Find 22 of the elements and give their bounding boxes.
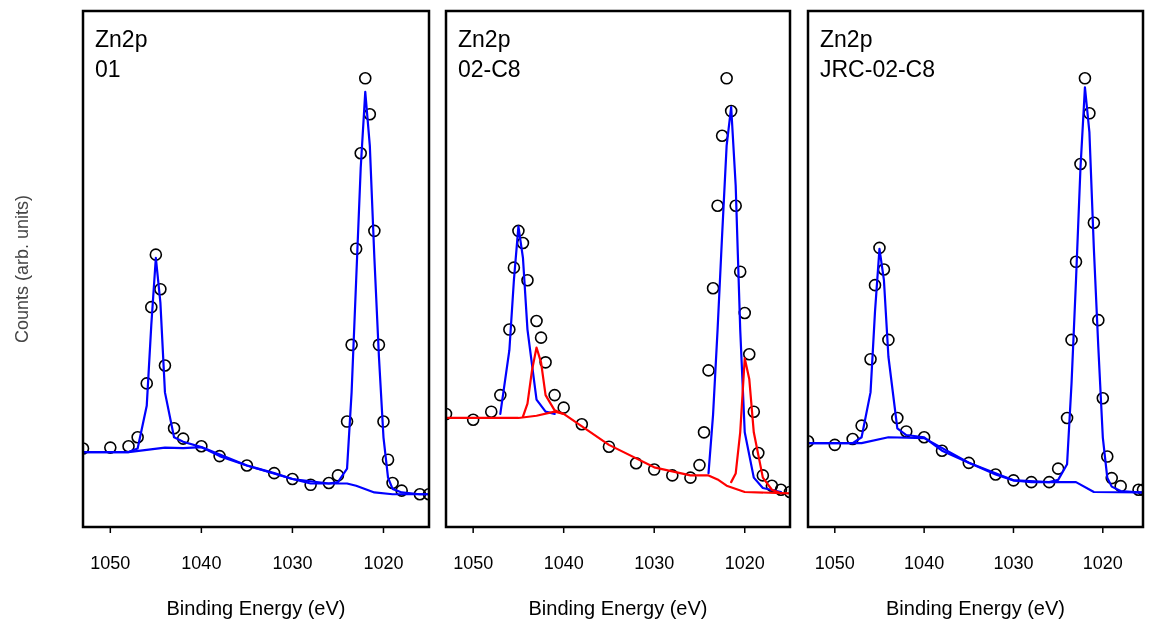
x-tick-label: 1050 xyxy=(90,553,131,573)
annotation: 01 xyxy=(95,56,121,82)
annotation: JRC-02-C8 xyxy=(820,56,936,82)
x-axis-title: Binding Energy (eV) xyxy=(528,597,708,619)
x-axis-title: Binding Energy (eV) xyxy=(166,597,346,619)
x-axis-title: Binding Energy (eV) xyxy=(886,597,1065,619)
y-axis-title: Counts (arb. units) xyxy=(12,194,32,344)
text: Zn2p xyxy=(458,26,511,52)
annotation: 02-C8 xyxy=(458,56,521,82)
x-tick-label: 1050 xyxy=(814,553,855,573)
x-tick-label: 1040 xyxy=(181,553,222,573)
x-tick-label: 1030 xyxy=(634,553,675,573)
x-tick-label: 1020 xyxy=(1082,553,1123,573)
x-tick-label: 1020 xyxy=(363,553,404,573)
x-tick-label: 1020 xyxy=(724,553,765,573)
x-tick-label: 1040 xyxy=(543,553,584,573)
x-tick-label: 1030 xyxy=(272,553,313,573)
x-tick-label: 1040 xyxy=(904,553,945,573)
x-tick-label: 1050 xyxy=(453,553,494,573)
x-tick-label: 1030 xyxy=(993,553,1034,573)
text: Zn2p xyxy=(95,26,148,52)
text: Zn2p xyxy=(820,26,873,52)
